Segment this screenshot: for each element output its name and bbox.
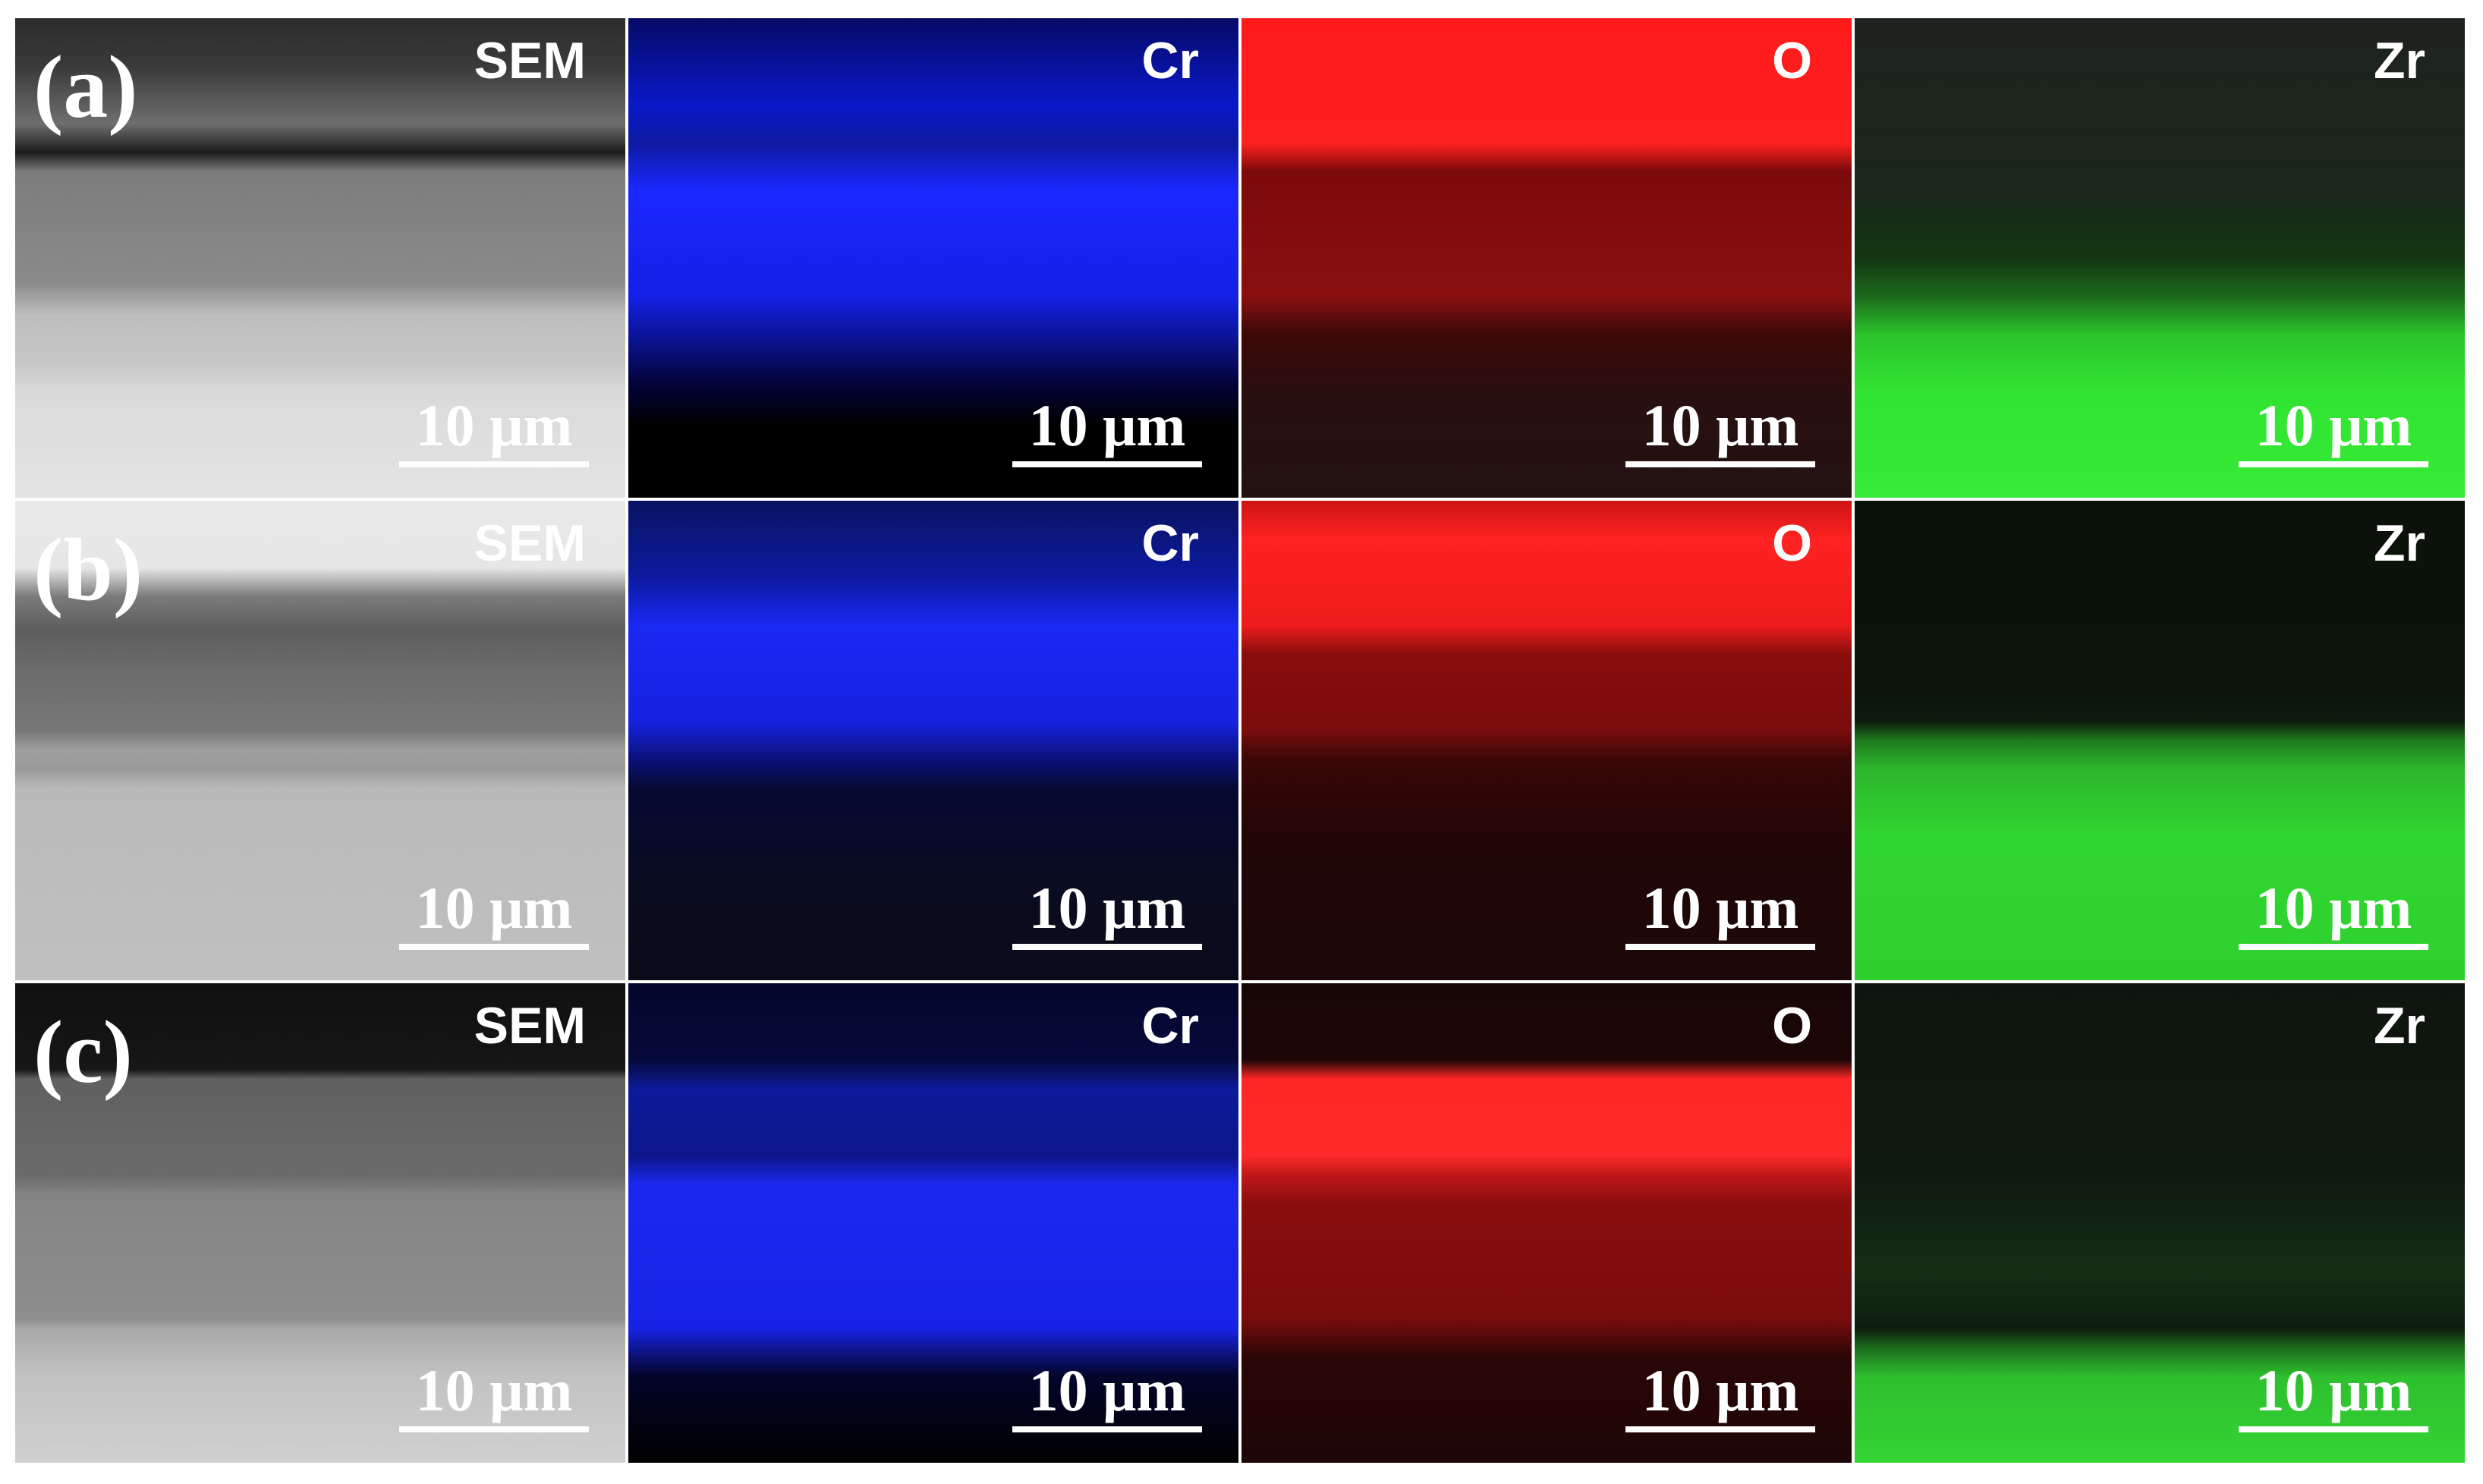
panel-title: Zr [2374,32,2425,90]
panel-title: SEM [474,997,586,1055]
o-image [1242,501,1852,980]
panel-title: Cr [1141,514,1199,572]
scale-bar: 10 μm [1625,396,1815,467]
panel-title: SEM [474,32,586,90]
zr-image [1855,18,2465,498]
panel-title: Zr [2374,514,2425,572]
panel-zr-row-3: Zr 10 μm [1855,983,2465,1463]
panel-title: SEM [474,514,586,572]
sem-image [15,983,625,1463]
o-image [1242,18,1852,498]
panel-title: O [1772,32,1812,90]
panel-title: Cr [1141,32,1199,90]
panel-o-row-3: O 10 μm [1242,983,1852,1463]
eds-mapping-figure: (a) SEM 10 μm Cr 10 μm O 10 μm Zr 10 μm (b) SEM 10 … [15,18,2465,1463]
scale-bar: 10 μm [2239,1361,2428,1432]
panel-cr-row-1: Cr 10 μm [628,18,1238,498]
scale-bar: 10 μm [2239,396,2428,467]
scale-bar: 10 μm [1012,396,1202,467]
panel-title: Cr [1141,997,1199,1055]
scale-bar: 10 μm [1012,879,1202,950]
panel-o-row-2: O 10 μm [1242,501,1852,980]
panel-sem-row-1: (a) SEM 10 μm [15,18,625,498]
panel-cr-row-3: Cr 10 μm [628,983,1238,1463]
zr-image [1855,983,2465,1463]
scale-bar: 10 μm [399,879,589,950]
scale-bar: 10 μm [2239,879,2428,950]
o-image [1242,983,1852,1463]
row-label: (c) [33,1002,133,1102]
cr-image [628,501,1238,980]
panel-cr-row-2: Cr 10 μm [628,501,1238,980]
sem-image [15,18,625,498]
scale-bar: 10 μm [1625,1361,1815,1432]
panel-title: O [1772,514,1812,572]
scale-bar: 10 μm [399,1361,589,1432]
panel-title: Zr [2374,997,2425,1055]
zr-image [1855,501,2465,980]
panel-o-row-1: O 10 μm [1242,18,1852,498]
panel-title: O [1772,997,1812,1055]
panel-sem-row-3: (c) SEM 10 μm [15,983,625,1463]
panel-zr-row-1: Zr 10 μm [1855,18,2465,498]
row-label: (b) [33,520,143,619]
row-label: (a) [33,37,138,137]
cr-image [628,983,1238,1463]
scale-bar: 10 μm [1625,879,1815,950]
panel-zr-row-2: Zr 10 μm [1855,501,2465,980]
cr-image [628,18,1238,498]
panel-sem-row-2: (b) SEM 10 μm [15,501,625,980]
sem-image [15,501,625,980]
scale-bar: 10 μm [399,396,589,467]
scale-bar: 10 μm [1012,1361,1202,1432]
